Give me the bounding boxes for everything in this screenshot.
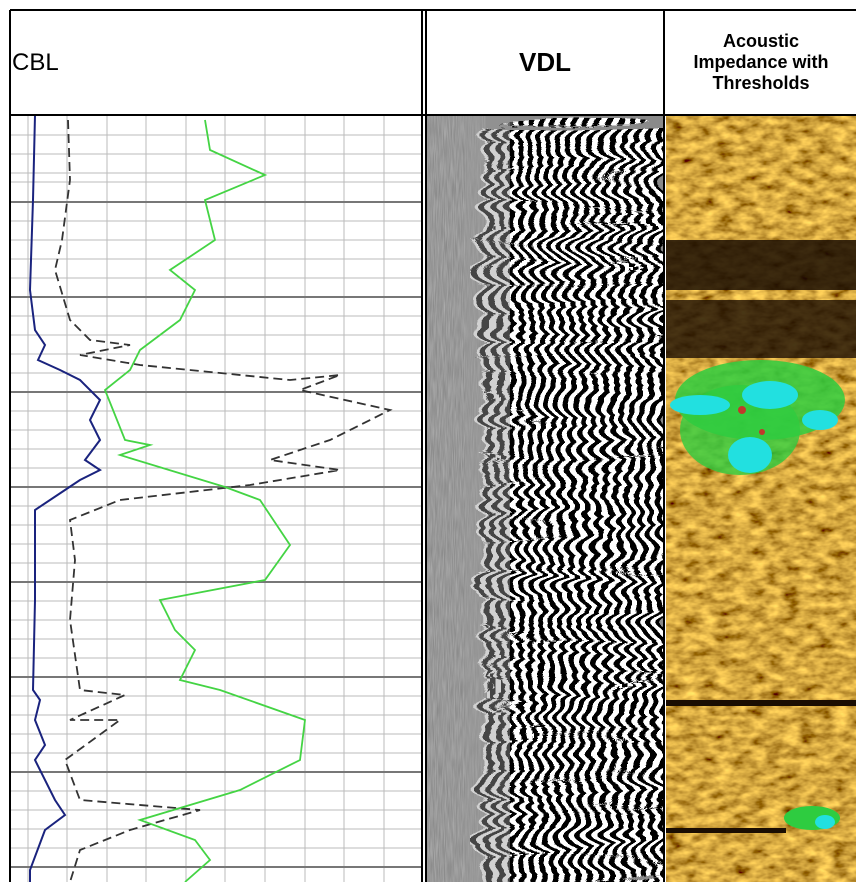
- cbl-amplitude-curve: [30, 115, 100, 882]
- vdl-fade: [465, 115, 510, 882]
- impedance-map: [666, 115, 856, 882]
- cbl-dashed-curve: [55, 120, 390, 882]
- cbl-green-curve: [105, 120, 305, 882]
- impedance-header: Acoustic Impedance with Thresholds: [666, 10, 856, 115]
- cbl-grid: [10, 115, 422, 882]
- vdl-header: VDL: [426, 10, 664, 115]
- cbl-header: CBL: [12, 10, 420, 115]
- log-display: CBL VDL Acoustic Impedance with Threshol…: [0, 0, 856, 882]
- log-tracks: [0, 0, 856, 882]
